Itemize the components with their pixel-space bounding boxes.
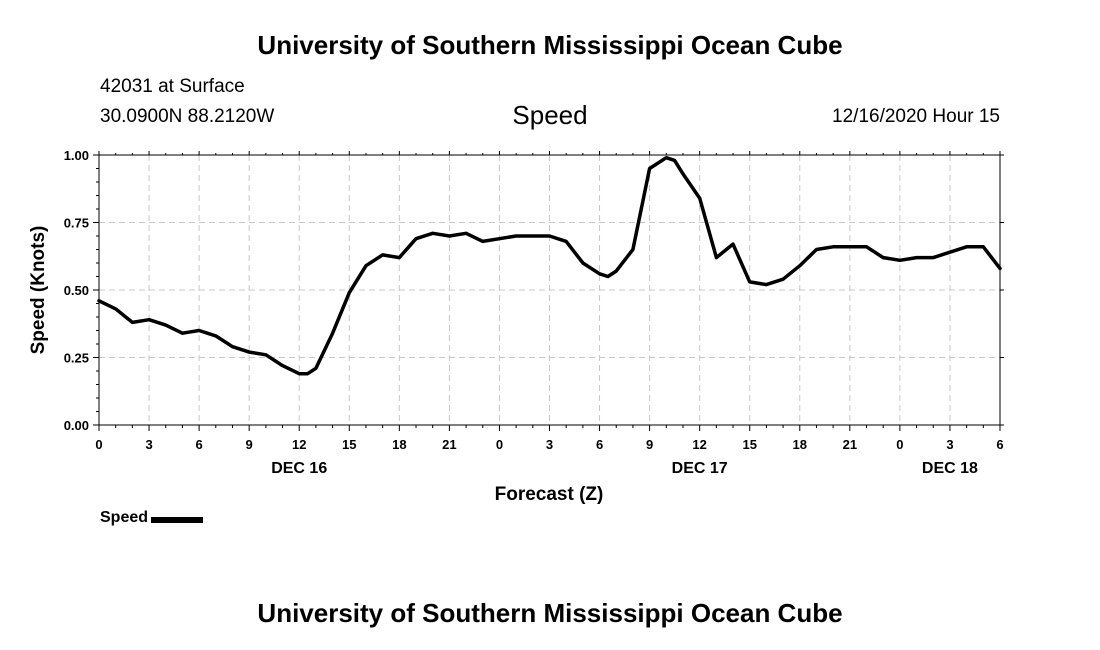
series-line-speed <box>97 155 1002 376</box>
x-tick-label: 0 <box>95 437 102 452</box>
x-tick-label: 21 <box>442 437 456 452</box>
x-tick-label: 21 <box>843 437 857 452</box>
x-tick-label: 3 <box>546 437 553 452</box>
grid-lines <box>99 155 1000 425</box>
x-tick-label: 9 <box>646 437 653 452</box>
y-tick-label: 0.00 <box>64 418 89 433</box>
x-tick-label: 3 <box>145 437 152 452</box>
x-tick-label: 3 <box>946 437 953 452</box>
legend: Speed <box>100 509 204 527</box>
x-tick-label: 12 <box>292 437 306 452</box>
x-tick-label: 6 <box>596 437 603 452</box>
x-tick-label: 15 <box>742 437 756 452</box>
x-tick-label: 18 <box>392 437 406 452</box>
plot-frame <box>98 154 1001 426</box>
x-axis-title: Forecast (Z) <box>495 484 604 505</box>
legend-label: Speed <box>100 509 149 526</box>
y-tick-label: 0.50 <box>64 283 89 298</box>
coordinates-label: 30.0900N 88.2120W <box>100 106 275 127</box>
y-tick-label: 0.25 <box>64 351 89 366</box>
footer-title: University of Southern Mississippi Ocean… <box>257 598 843 628</box>
date-label: DEC 18 <box>922 460 978 477</box>
legend-swatch <box>151 516 204 523</box>
y-tick-label: 1.00 <box>64 148 89 163</box>
data-layer <box>97 155 1002 376</box>
axes: 0 3 6 9 12 15 18 21 0 3 6 9 12 15 18 21 0 3 6 0.00 0.25 0.50 0… <box>64 148 1004 477</box>
x-tick-label: 12 <box>692 437 706 452</box>
x-tick-label: 18 <box>793 437 807 452</box>
x-tick-label: 0 <box>896 437 903 452</box>
x-tick-label: 6 <box>996 437 1003 452</box>
forecast-datetime: 12/16/2020 Hour 15 <box>832 106 1000 127</box>
x-tick-label: 6 <box>195 437 202 452</box>
x-tick-label: 15 <box>342 437 356 452</box>
x-tick-label: 0 <box>496 437 503 452</box>
date-label: DEC 17 <box>672 460 728 477</box>
y-tick-label: 0.75 <box>64 216 89 231</box>
chart-title: Speed <box>512 100 588 130</box>
station-label: 42031 at Surface <box>100 76 245 97</box>
date-label: DEC 16 <box>271 460 327 477</box>
page-title: University of Southern Mississippi Ocean… <box>257 30 843 60</box>
x-tick-label: 9 <box>246 437 253 452</box>
y-axis-title: Speed (Knots) <box>28 226 49 355</box>
